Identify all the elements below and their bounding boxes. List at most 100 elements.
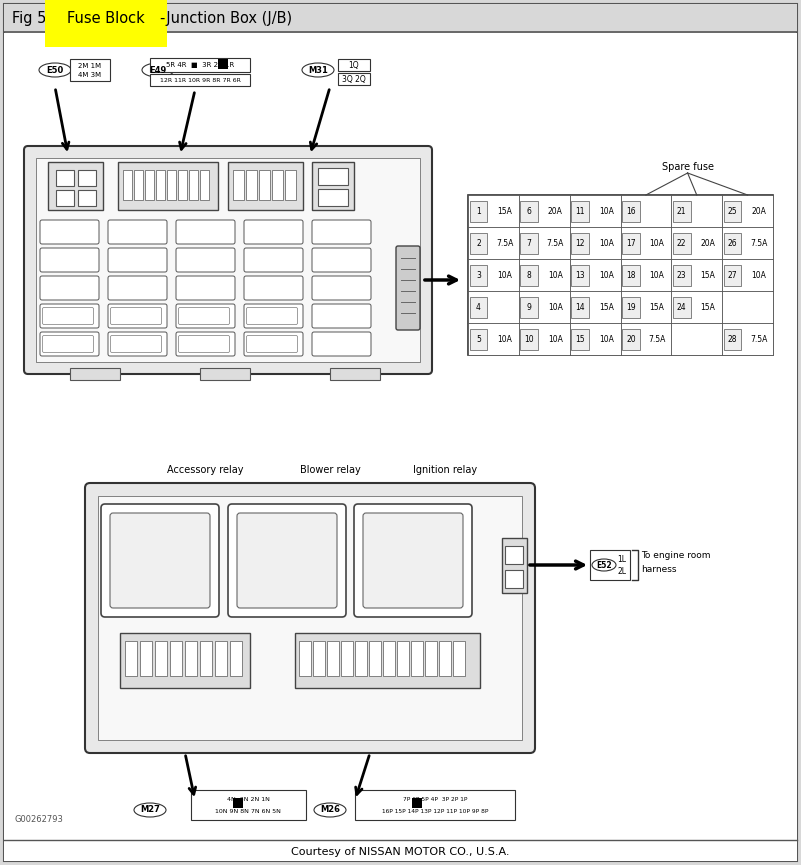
Text: 15A: 15A <box>599 303 614 311</box>
Bar <box>355 790 515 820</box>
Text: Fig 5:: Fig 5: <box>12 10 61 25</box>
Bar <box>571 297 589 317</box>
Bar <box>228 162 303 210</box>
Bar <box>338 59 370 71</box>
FancyBboxPatch shape <box>108 276 167 300</box>
Bar <box>521 201 538 221</box>
Text: 10A: 10A <box>548 271 563 279</box>
FancyBboxPatch shape <box>108 220 167 244</box>
Text: 23: 23 <box>677 271 686 279</box>
Text: E50: E50 <box>46 66 63 74</box>
Text: 10A: 10A <box>599 207 614 215</box>
Text: Blower relay: Blower relay <box>300 465 360 475</box>
Bar <box>412 798 422 808</box>
Text: 10: 10 <box>525 335 534 343</box>
Bar <box>502 538 527 593</box>
Text: 7.5A: 7.5A <box>649 335 666 343</box>
Bar <box>272 170 283 200</box>
Bar <box>191 790 305 820</box>
Bar <box>468 195 773 355</box>
FancyBboxPatch shape <box>247 336 297 353</box>
Text: 2M 1M: 2M 1M <box>78 63 102 69</box>
FancyBboxPatch shape <box>354 504 472 617</box>
FancyBboxPatch shape <box>312 276 371 300</box>
Bar <box>621 291 671 323</box>
Text: 10A: 10A <box>497 335 512 343</box>
FancyBboxPatch shape <box>179 307 230 324</box>
Bar <box>70 59 110 81</box>
Text: 20A: 20A <box>751 207 767 215</box>
Ellipse shape <box>134 803 166 817</box>
Text: 4: 4 <box>476 303 481 311</box>
Text: 10N 9N 8N 7N 6N 5N: 10N 9N 8N 7N 6N 5N <box>215 809 281 814</box>
Text: E49: E49 <box>149 66 167 74</box>
FancyBboxPatch shape <box>237 513 337 608</box>
FancyBboxPatch shape <box>176 248 235 272</box>
Bar <box>468 291 519 323</box>
Text: 5R 4R  ■  3R 2R 1R: 5R 4R ■ 3R 2R 1R <box>166 62 234 68</box>
Bar <box>397 641 409 676</box>
Bar <box>355 641 367 676</box>
Bar <box>469 265 487 285</box>
FancyBboxPatch shape <box>40 248 99 272</box>
Text: 10A: 10A <box>751 271 767 279</box>
Text: 20: 20 <box>626 335 636 343</box>
Text: 28: 28 <box>728 335 737 343</box>
Bar <box>411 641 423 676</box>
Bar <box>519 323 570 355</box>
Bar <box>505 546 523 564</box>
Bar <box>215 641 227 676</box>
Bar <box>150 58 250 72</box>
Bar <box>570 227 621 259</box>
Bar <box>200 641 212 676</box>
Bar <box>185 641 197 676</box>
FancyBboxPatch shape <box>244 248 303 272</box>
Bar <box>155 641 167 676</box>
Text: 3: 3 <box>476 271 481 279</box>
Bar <box>338 73 370 85</box>
Text: 9: 9 <box>527 303 532 311</box>
Bar <box>285 170 296 200</box>
Text: 7P 6P 5P 4P  3P 2P 1P: 7P 6P 5P 4P 3P 2P 1P <box>403 798 467 802</box>
Bar <box>383 641 395 676</box>
Text: G00262793: G00262793 <box>14 816 62 824</box>
FancyBboxPatch shape <box>40 220 99 244</box>
Bar <box>200 368 250 380</box>
Bar <box>621 323 671 355</box>
Bar <box>621 259 671 291</box>
Bar <box>48 162 103 210</box>
Bar <box>369 641 381 676</box>
Bar <box>671 259 723 291</box>
Bar <box>621 227 671 259</box>
Bar <box>671 227 723 259</box>
Ellipse shape <box>592 559 616 571</box>
Text: 14: 14 <box>575 303 585 311</box>
Bar <box>145 170 154 200</box>
FancyBboxPatch shape <box>363 513 463 608</box>
Bar <box>233 170 244 200</box>
Bar <box>140 641 152 676</box>
Text: harness: harness <box>641 566 677 574</box>
Bar <box>189 170 198 200</box>
Bar <box>673 265 690 285</box>
Text: E52: E52 <box>596 561 612 569</box>
Bar <box>723 265 742 285</box>
Bar <box>519 259 570 291</box>
Text: To engine room: To engine room <box>641 550 710 560</box>
Bar <box>519 195 570 227</box>
Bar <box>469 297 487 317</box>
Bar <box>312 162 354 210</box>
Text: 24: 24 <box>677 303 686 311</box>
Bar <box>723 329 742 349</box>
Text: 7.5A: 7.5A <box>496 239 513 247</box>
Bar <box>622 233 640 253</box>
Bar <box>56 170 74 186</box>
Text: 3Q 2Q: 3Q 2Q <box>342 74 366 84</box>
Bar <box>723 259 773 291</box>
Text: Ignition relay: Ignition relay <box>413 465 477 475</box>
Bar <box>134 170 143 200</box>
Text: 16P 15P 14P 13P 12P 11P 10P 9P 8P: 16P 15P 14P 13P 12P 11P 10P 9P 8P <box>382 809 489 814</box>
Text: 13: 13 <box>575 271 585 279</box>
Text: 21: 21 <box>677 207 686 215</box>
Bar <box>170 641 182 676</box>
